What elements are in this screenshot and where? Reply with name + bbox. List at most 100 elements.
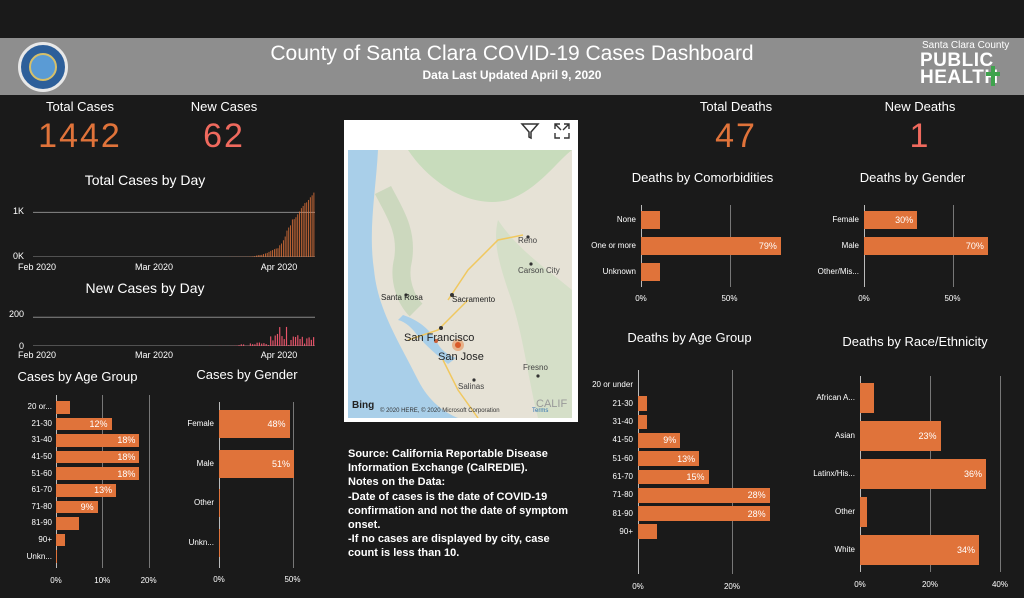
- day-bar[interactable]: [265, 253, 266, 257]
- data-bar[interactable]: [864, 211, 918, 229]
- map-terms-link[interactable]: Terms: [532, 408, 549, 414]
- day-bar[interactable]: [302, 205, 304, 257]
- day-bar[interactable]: [297, 335, 299, 346]
- data-bar[interactable]: [56, 417, 112, 431]
- data-bar[interactable]: [638, 524, 657, 540]
- day-bar[interactable]: [270, 250, 272, 257]
- day-bar[interactable]: [275, 248, 277, 257]
- day-bar[interactable]: [299, 211, 300, 257]
- day-bar[interactable]: [270, 336, 272, 346]
- day-bar[interactable]: [263, 343, 265, 346]
- day-bar[interactable]: [274, 335, 276, 346]
- day-bar[interactable]: [288, 344, 290, 346]
- day-bar[interactable]: [256, 255, 257, 257]
- data-bar[interactable]: [860, 421, 941, 451]
- day-bar[interactable]: [265, 343, 267, 346]
- day-bar[interactable]: [313, 192, 315, 257]
- day-bar[interactable]: [281, 336, 283, 346]
- day-bar[interactable]: [290, 225, 291, 257]
- day-bar[interactable]: [238, 345, 240, 346]
- data-bar[interactable]: [864, 237, 988, 255]
- day-bar[interactable]: [252, 344, 254, 346]
- day-bar[interactable]: [272, 340, 274, 346]
- day-bar[interactable]: [258, 342, 260, 346]
- day-bar[interactable]: [286, 230, 288, 257]
- data-bar[interactable]: [860, 535, 979, 565]
- day-bar[interactable]: [259, 254, 261, 257]
- data-bar[interactable]: [860, 383, 874, 413]
- day-bar[interactable]: [300, 208, 302, 257]
- day-bar[interactable]: [310, 339, 312, 346]
- day-bar[interactable]: [267, 344, 270, 346]
- data-bar[interactable]: [860, 459, 986, 489]
- day-bar[interactable]: [288, 227, 290, 257]
- data-bar[interactable]: [638, 414, 648, 430]
- data-bar[interactable]: [56, 450, 140, 464]
- day-bar[interactable]: [284, 236, 286, 257]
- day-bar[interactable]: [252, 256, 254, 257]
- data-bar[interactable]: [641, 263, 661, 281]
- data-bar[interactable]: [638, 451, 700, 466]
- day-bar[interactable]: [266, 252, 268, 257]
- day-bar[interactable]: [276, 333, 279, 346]
- data-bar[interactable]: [56, 550, 58, 563]
- day-bar[interactable]: [249, 343, 251, 346]
- day-bar[interactable]: [254, 256, 256, 257]
- day-bar[interactable]: [292, 336, 294, 346]
- day-bar[interactable]: [282, 240, 284, 257]
- day-bar[interactable]: [293, 219, 295, 257]
- data-bar[interactable]: [219, 528, 220, 557]
- day-bar[interactable]: [256, 342, 258, 346]
- data-bar[interactable]: [219, 410, 290, 438]
- day-bar[interactable]: [277, 248, 279, 257]
- day-bar[interactable]: [306, 338, 308, 346]
- day-bar[interactable]: [308, 199, 309, 257]
- day-bar[interactable]: [304, 343, 306, 346]
- filter-icon[interactable]: [520, 121, 540, 146]
- day-bar[interactable]: [311, 195, 313, 257]
- day-bar[interactable]: [243, 344, 245, 346]
- day-bar[interactable]: [273, 249, 275, 257]
- day-bar[interactable]: [309, 197, 311, 257]
- day-bar[interactable]: [308, 337, 310, 346]
- day-bar[interactable]: [299, 338, 301, 346]
- day-bar[interactable]: [295, 217, 297, 257]
- day-bar[interactable]: [268, 251, 270, 257]
- day-bar[interactable]: [261, 343, 263, 346]
- data-bar[interactable]: [56, 533, 66, 547]
- data-bar[interactable]: [638, 396, 648, 412]
- data-bar[interactable]: [56, 434, 140, 447]
- data-bar[interactable]: [56, 401, 70, 414]
- data-bar[interactable]: [638, 469, 709, 485]
- day-bar[interactable]: [290, 339, 292, 346]
- day-bar[interactable]: [297, 214, 299, 257]
- day-bar[interactable]: [283, 339, 285, 346]
- data-bar[interactable]: [56, 500, 98, 514]
- day-bar[interactable]: [279, 327, 281, 346]
- data-bar[interactable]: [56, 517, 80, 530]
- data-bar[interactable]: [56, 467, 140, 480]
- data-bar[interactable]: [638, 487, 770, 503]
- day-bar[interactable]: [301, 336, 303, 346]
- data-bar[interactable]: [219, 449, 294, 478]
- expand-icon[interactable]: [552, 121, 572, 146]
- data-bar[interactable]: [860, 497, 867, 527]
- data-bar[interactable]: [638, 506, 770, 521]
- day-bar[interactable]: [313, 337, 315, 346]
- map-view[interactable]: Reno Carson City Santa Rosa Sacramento S…: [348, 150, 572, 418]
- day-bar[interactable]: [281, 243, 282, 257]
- day-bar[interactable]: [304, 203, 306, 257]
- day-bar[interactable]: [285, 326, 288, 346]
- day-bar[interactable]: [263, 254, 265, 257]
- data-bar[interactable]: [56, 484, 117, 497]
- day-bar[interactable]: [291, 219, 293, 257]
- day-bar[interactable]: [272, 250, 273, 257]
- day-bar[interactable]: [294, 336, 297, 346]
- day-bar[interactable]: [279, 245, 281, 257]
- day-bar[interactable]: [306, 202, 308, 257]
- day-bar[interactable]: [254, 344, 256, 346]
- data-bar[interactable]: [641, 237, 781, 255]
- day-bar[interactable]: [240, 344, 242, 346]
- data-bar[interactable]: [641, 211, 661, 229]
- data-bar[interactable]: [638, 432, 681, 448]
